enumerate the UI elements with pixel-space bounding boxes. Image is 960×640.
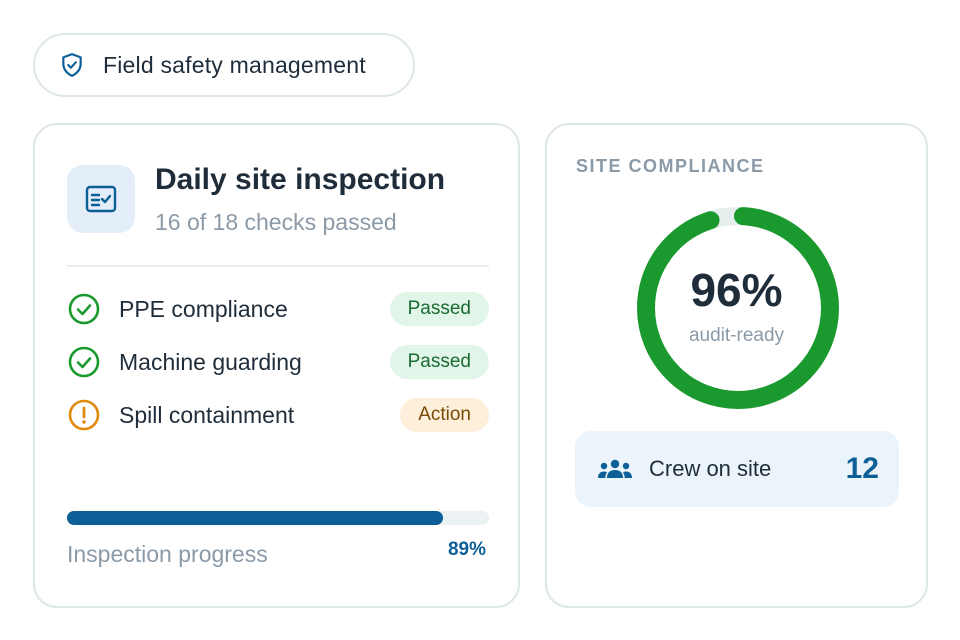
crew-on-site-tile[interactable]: Crew on site 12	[575, 431, 899, 507]
checklist-icon	[85, 185, 117, 213]
divider	[67, 265, 489, 267]
people-icon	[598, 459, 632, 478]
app-title: Field safety management	[103, 51, 366, 78]
progress-percent: 89%	[447, 539, 486, 560]
status-badge: Passed	[389, 345, 489, 379]
compliance-ring-arc	[637, 207, 839, 409]
inspection-title: Daily site inspection	[155, 163, 446, 196]
crew-count: 12	[845, 452, 879, 485]
check-row-ppe[interactable]: PPE compliance Passed	[67, 291, 489, 327]
check-label: Spill containment	[119, 401, 295, 428]
check-row-machine-guarding[interactable]: Machine guarding Passed	[67, 344, 489, 380]
progress-label: Inspection progress	[67, 541, 268, 567]
inspection-card: Daily site inspection 16 of 18 checks pa…	[33, 123, 520, 608]
inspection-subtitle: 16 of 18 checks passed	[155, 209, 397, 235]
check-label: PPE compliance	[119, 295, 288, 322]
app-header-pill: Field safety management	[33, 33, 415, 97]
checklist-icon-tile	[67, 165, 135, 233]
check-circle-icon	[68, 293, 100, 325]
crew-label: Crew on site	[649, 456, 772, 481]
shield-check-icon	[62, 53, 82, 77]
progress-fill	[67, 511, 443, 525]
status-badge: Passed	[389, 292, 489, 326]
compliance-card: SITE COMPLIANCE 96% audit-ready Crew on …	[545, 123, 928, 608]
compliance-sublabel: audit-ready	[688, 325, 785, 346]
status-badge: Action	[400, 398, 489, 432]
compliance-ring	[637, 207, 839, 409]
alert-circle-icon	[68, 399, 100, 431]
compliance-percent: 96%	[690, 264, 783, 316]
check-circle-icon	[68, 346, 100, 378]
check-row-spill-containment[interactable]: Spill containment Action	[67, 397, 489, 433]
check-label: Machine guarding	[119, 348, 302, 375]
inspection-progress-bar	[67, 511, 489, 525]
compliance-title: SITE COMPLIANCE	[576, 156, 765, 176]
